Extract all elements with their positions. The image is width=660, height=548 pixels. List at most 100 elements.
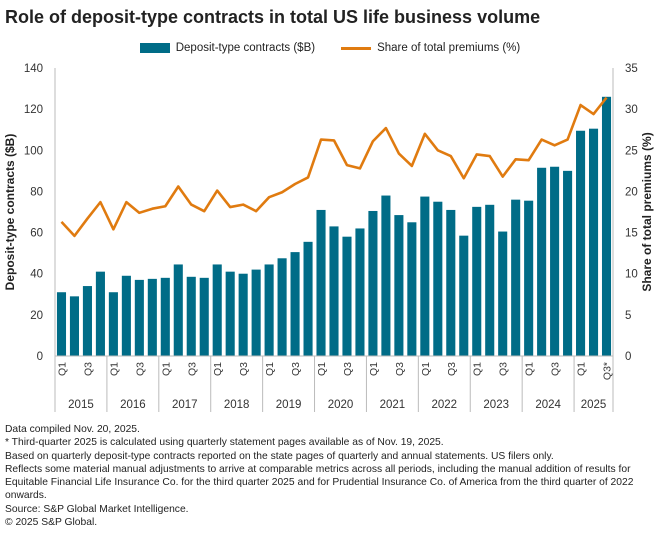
y-tick-label: 100 bbox=[24, 145, 43, 157]
quarter-label: Q3 bbox=[82, 362, 94, 376]
legend-label-bars: Deposit-type contracts ($B) bbox=[175, 42, 316, 54]
year-label: 2023 bbox=[483, 399, 509, 411]
quarter-label: Q3 bbox=[290, 362, 302, 376]
y2-tick-label: 35 bbox=[625, 63, 638, 75]
year-label: 2016 bbox=[120, 399, 146, 411]
bar bbox=[225, 271, 235, 356]
quarter-label: Q3 bbox=[550, 362, 562, 376]
bar bbox=[121, 275, 131, 356]
note-copyright: © 2025 S&P Global. bbox=[5, 517, 98, 529]
bar bbox=[576, 130, 586, 356]
bar bbox=[446, 209, 456, 356]
quarter-label: Q1 bbox=[420, 362, 432, 376]
bar bbox=[264, 264, 274, 356]
quarter-label: Q1 bbox=[368, 362, 380, 376]
bar bbox=[199, 277, 209, 356]
bar bbox=[134, 279, 144, 356]
bar bbox=[173, 264, 183, 356]
legend-swatch-bar bbox=[139, 43, 170, 53]
y-tick-label: 0 bbox=[37, 351, 43, 363]
bar bbox=[303, 241, 313, 356]
y2-tick-label: 15 bbox=[625, 228, 638, 240]
legend-swatch-line bbox=[341, 46, 372, 50]
y2-tick-label: 0 bbox=[625, 351, 631, 363]
bar bbox=[524, 200, 534, 356]
bar bbox=[95, 271, 105, 356]
quarter-label: Q1 bbox=[472, 362, 484, 376]
y-tick-label: 140 bbox=[24, 63, 43, 75]
bar bbox=[601, 96, 612, 357]
quarter-label: Q3 bbox=[498, 362, 510, 376]
bar bbox=[588, 128, 599, 356]
quarter-label: Q1 bbox=[160, 362, 172, 376]
quarter-label: Q1 bbox=[524, 362, 536, 376]
year-label: 2024 bbox=[535, 399, 561, 411]
bar bbox=[212, 264, 222, 356]
bar bbox=[238, 273, 248, 356]
y-tick-label: 40 bbox=[30, 269, 43, 281]
bar bbox=[277, 258, 287, 356]
bar bbox=[511, 199, 521, 356]
y-tick-label: 60 bbox=[30, 228, 43, 240]
bar bbox=[563, 170, 573, 356]
note-compiled: Data compiled Nov. 20, 2025. bbox=[5, 424, 140, 435]
y-tick-label: 80 bbox=[30, 186, 43, 198]
bar bbox=[147, 278, 157, 356]
note-q3: * Third-quarter 2025 is calculated using… bbox=[5, 437, 444, 449]
quarter-label: Q3 bbox=[342, 362, 354, 376]
y2-tick-label: 5 bbox=[625, 310, 631, 322]
legend-item-bars: Deposit-type contracts ($B) bbox=[139, 42, 316, 54]
quarter-label: Q1 bbox=[108, 362, 120, 376]
bar bbox=[420, 196, 430, 356]
note-adjustments: Reflects some material manual adjustment… bbox=[5, 463, 634, 502]
note-source: Source: S&P Global Market Intelligence. bbox=[5, 503, 189, 515]
quarter-label: Q1 bbox=[264, 362, 276, 376]
bar bbox=[498, 231, 508, 356]
y2-tick-label: 10 bbox=[625, 269, 638, 281]
bar bbox=[355, 228, 365, 356]
bar bbox=[316, 209, 326, 356]
bar bbox=[368, 210, 378, 356]
bar bbox=[251, 269, 261, 356]
bar bbox=[329, 226, 339, 356]
bar bbox=[108, 292, 118, 356]
bar bbox=[82, 286, 92, 356]
quarter-label: Q3 bbox=[446, 362, 458, 376]
legend-label-line: Share of total premiums (%) bbox=[377, 42, 521, 54]
quarter-label: Q1 bbox=[576, 362, 588, 376]
year-label: 2015 bbox=[68, 399, 94, 411]
year-label: 2019 bbox=[276, 399, 302, 411]
quarter-label: Q3 bbox=[186, 362, 198, 376]
y2-axis-title: Share of total premiums (%) bbox=[640, 132, 654, 291]
quarter-label: Q1 bbox=[56, 362, 68, 376]
year-label: 2017 bbox=[172, 399, 198, 411]
quarter-label: Q1 bbox=[316, 362, 328, 376]
bar bbox=[394, 215, 404, 356]
footnotes: Data compiled Nov. 20, 2025. * Third-qua… bbox=[5, 423, 655, 529]
chart-title: Role of deposit-type contracts in total … bbox=[5, 7, 541, 27]
y2-tick-label: 20 bbox=[625, 186, 638, 198]
quarter-label: Q3* bbox=[602, 362, 614, 380]
bar bbox=[69, 296, 80, 356]
y-tick-label: 120 bbox=[24, 104, 43, 116]
quarter-label: Q3 bbox=[134, 362, 146, 376]
bar bbox=[485, 204, 495, 356]
bar bbox=[290, 252, 300, 356]
bar bbox=[407, 222, 417, 356]
quarter-label: Q3 bbox=[394, 362, 406, 376]
y2-tick-label: 30 bbox=[625, 104, 638, 116]
bar bbox=[472, 206, 482, 356]
legend-item-line: Share of total premiums (%) bbox=[341, 42, 520, 54]
y-axis-title: Deposit-type contracts ($B) bbox=[3, 134, 17, 291]
bar bbox=[433, 201, 443, 356]
y2-tick-label: 25 bbox=[625, 145, 638, 157]
note-basis: Based on quarterly deposit-type contract… bbox=[5, 450, 554, 462]
bar bbox=[459, 235, 469, 356]
year-label: 2022 bbox=[432, 399, 458, 411]
y-tick-label: 20 bbox=[30, 310, 43, 322]
year-label: 2020 bbox=[328, 399, 354, 411]
year-label: 2025 bbox=[581, 399, 607, 411]
year-label: 2021 bbox=[380, 399, 406, 411]
bar bbox=[381, 195, 391, 356]
